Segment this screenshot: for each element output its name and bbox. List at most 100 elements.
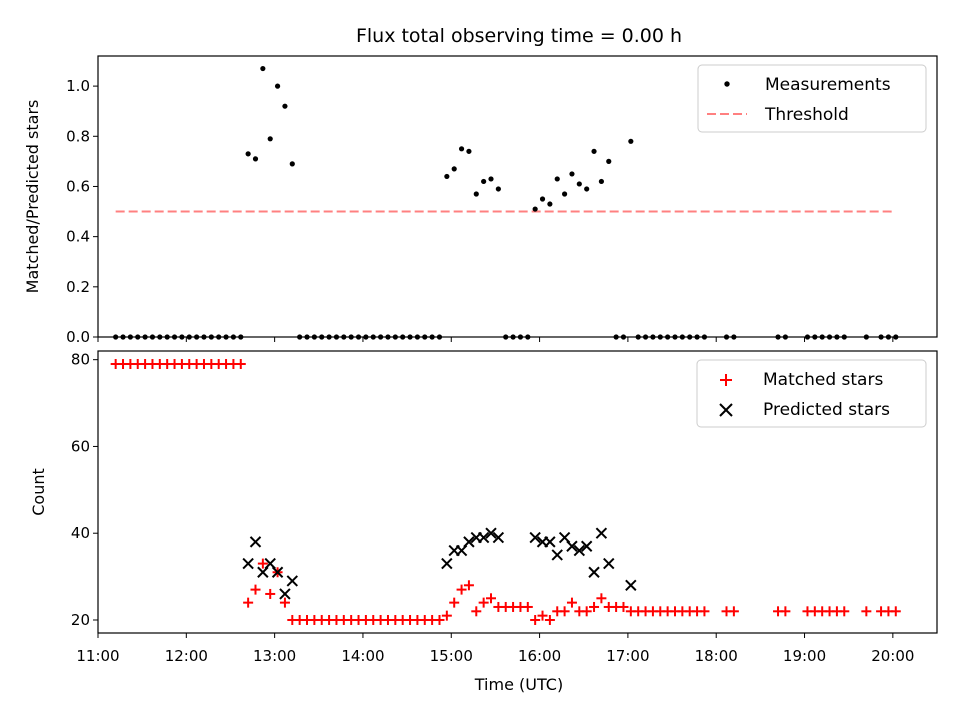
- x-tick-label: 18:00: [695, 647, 738, 665]
- predicted-star-point: [580, 540, 593, 552]
- measurement-point: [584, 186, 590, 192]
- predicted-star-point: [551, 549, 563, 561]
- bottom-panel-ticks: 20 40 60 80 11:00 12:00 13:00 14:00 15:00 16:00 17…: [71, 351, 915, 665]
- x-tick: 20:00: [871, 633, 914, 665]
- bottom-y-tick: 40: [71, 524, 98, 542]
- measurement-point: [473, 191, 479, 197]
- chart-title: Flux total observing time = 0.00 h: [356, 25, 682, 47]
- predicted-star-point: [286, 575, 299, 587]
- matched-star-point: [699, 606, 710, 617]
- matched-legend-marker: [720, 374, 732, 386]
- top-panel-ticks: 0.0 0.2 0.4 0.6 0.8 1.0: [66, 77, 894, 346]
- predicted-star-points: [242, 527, 637, 600]
- matched-star-point: [537, 610, 548, 621]
- bottom-y-tick: 80: [71, 351, 98, 369]
- matched-star-point: [471, 606, 482, 617]
- matched-star-point: [559, 606, 570, 617]
- measurement-point: [252, 156, 259, 162]
- matched-star-point: [486, 593, 497, 604]
- measurement-point: [458, 146, 465, 152]
- matched-star-point: [544, 614, 555, 625]
- predicted-legend-label: Predicted stars: [763, 400, 890, 420]
- x-tick-label: 11:00: [76, 647, 119, 665]
- bottom-legend: Matched stars Predicted stars: [696, 359, 927, 428]
- matched-star-point: [581, 606, 592, 617]
- measurement-point: [488, 176, 494, 182]
- top-y-tick-label: 0.8: [66, 127, 90, 145]
- top-y-axis-label: Matched/Predicted stars: [23, 100, 42, 294]
- predicted-star-point: [279, 588, 291, 600]
- matched-star-point: [449, 597, 460, 608]
- matched-star-point: [265, 588, 276, 599]
- measurement-point: [628, 138, 634, 144]
- matched-star-point: [456, 584, 467, 595]
- matched-star-points: [110, 359, 901, 625]
- predicted-legend-marker: [719, 403, 733, 417]
- predicted-star-point: [477, 531, 490, 544]
- bottom-y-axis-label: Count: [29, 468, 48, 516]
- predicted-star-point: [595, 527, 608, 539]
- x-tick: 12:00: [165, 633, 208, 665]
- measurement-point: [539, 196, 546, 202]
- matched-star-point: [257, 558, 268, 569]
- matched-star-point: [839, 606, 850, 617]
- x-tick: 19:00: [783, 633, 826, 665]
- matched-star-point: [530, 614, 541, 625]
- x-tick-label: 16:00: [518, 647, 561, 665]
- x-tick-label: 19:00: [783, 647, 826, 665]
- top-panel: 0.0 0.2 0.4 0.6 0.8 1.0 Matched/Predicted sta…: [23, 55, 938, 346]
- measurements-legend-label: Measurements: [765, 75, 891, 95]
- bottom-y-tick-label: 80: [71, 351, 90, 369]
- matched-star-point: [441, 610, 452, 621]
- x-tick: 17:00: [606, 633, 650, 665]
- measurement-point: [554, 176, 560, 182]
- matched-star-point: [728, 606, 739, 617]
- top-y-tick: 0.4: [66, 228, 98, 246]
- predicted-star-point: [463, 536, 475, 548]
- measurement-point: [606, 158, 612, 164]
- x-tick-label: 15:00: [430, 647, 473, 665]
- matched-star-point: [478, 597, 489, 608]
- matched-star-point: [861, 606, 872, 617]
- x-tick-label: 14:00: [341, 647, 384, 665]
- measurement-point: [260, 65, 266, 72]
- measurement-point: [451, 166, 457, 172]
- measurement-point: [274, 83, 281, 89]
- x-tick: 16:00: [518, 633, 561, 665]
- predicted-star-point: [249, 536, 262, 548]
- matched-legend-label: Matched stars: [763, 370, 883, 390]
- measurement-point: [547, 201, 553, 207]
- matched-star-point: [434, 614, 445, 625]
- measurement-point: [267, 136, 273, 142]
- top-y-tick: 1.0: [66, 77, 98, 95]
- x-tick: 15:00: [430, 633, 473, 665]
- matched-star-point: [243, 597, 254, 608]
- bottom-panel: 20 40 60 80 11:00 12:00 13:00 14:00 15:00 16:00 17…: [29, 350, 938, 694]
- measurement-point: [576, 181, 582, 187]
- matched-star-point: [463, 580, 474, 591]
- predicted-star-point: [271, 566, 284, 578]
- matched-star-point: [890, 606, 901, 617]
- predicted-star-point: [573, 544, 586, 557]
- threshold-legend-label: Threshold: [764, 105, 849, 125]
- predicted-star-point: [603, 557, 615, 570]
- predicted-star-point: [588, 566, 600, 578]
- measurement-point: [569, 171, 575, 177]
- top-y-tick-label: 0.0: [66, 328, 90, 346]
- predicted-star-point: [544, 536, 556, 548]
- x-tick: 14:00: [341, 633, 385, 665]
- bottom-y-tick-label: 20: [71, 611, 90, 629]
- predicted-star-point: [441, 557, 453, 570]
- measurement-point: [591, 148, 597, 154]
- x-tick: 13:00: [253, 633, 296, 665]
- matched-star-point: [279, 597, 290, 608]
- predicted-star-point: [625, 579, 637, 591]
- x-tick-label: 12:00: [165, 647, 208, 665]
- matched-star-point: [780, 606, 791, 617]
- top-y-tick-label: 1.0: [66, 77, 90, 95]
- measurement-point: [289, 161, 295, 167]
- bottom-y-tick-label: 40: [71, 524, 90, 542]
- x-tick-label: 13:00: [253, 647, 296, 665]
- predicted-star-point: [529, 531, 541, 544]
- predicted-star-point: [492, 531, 505, 544]
